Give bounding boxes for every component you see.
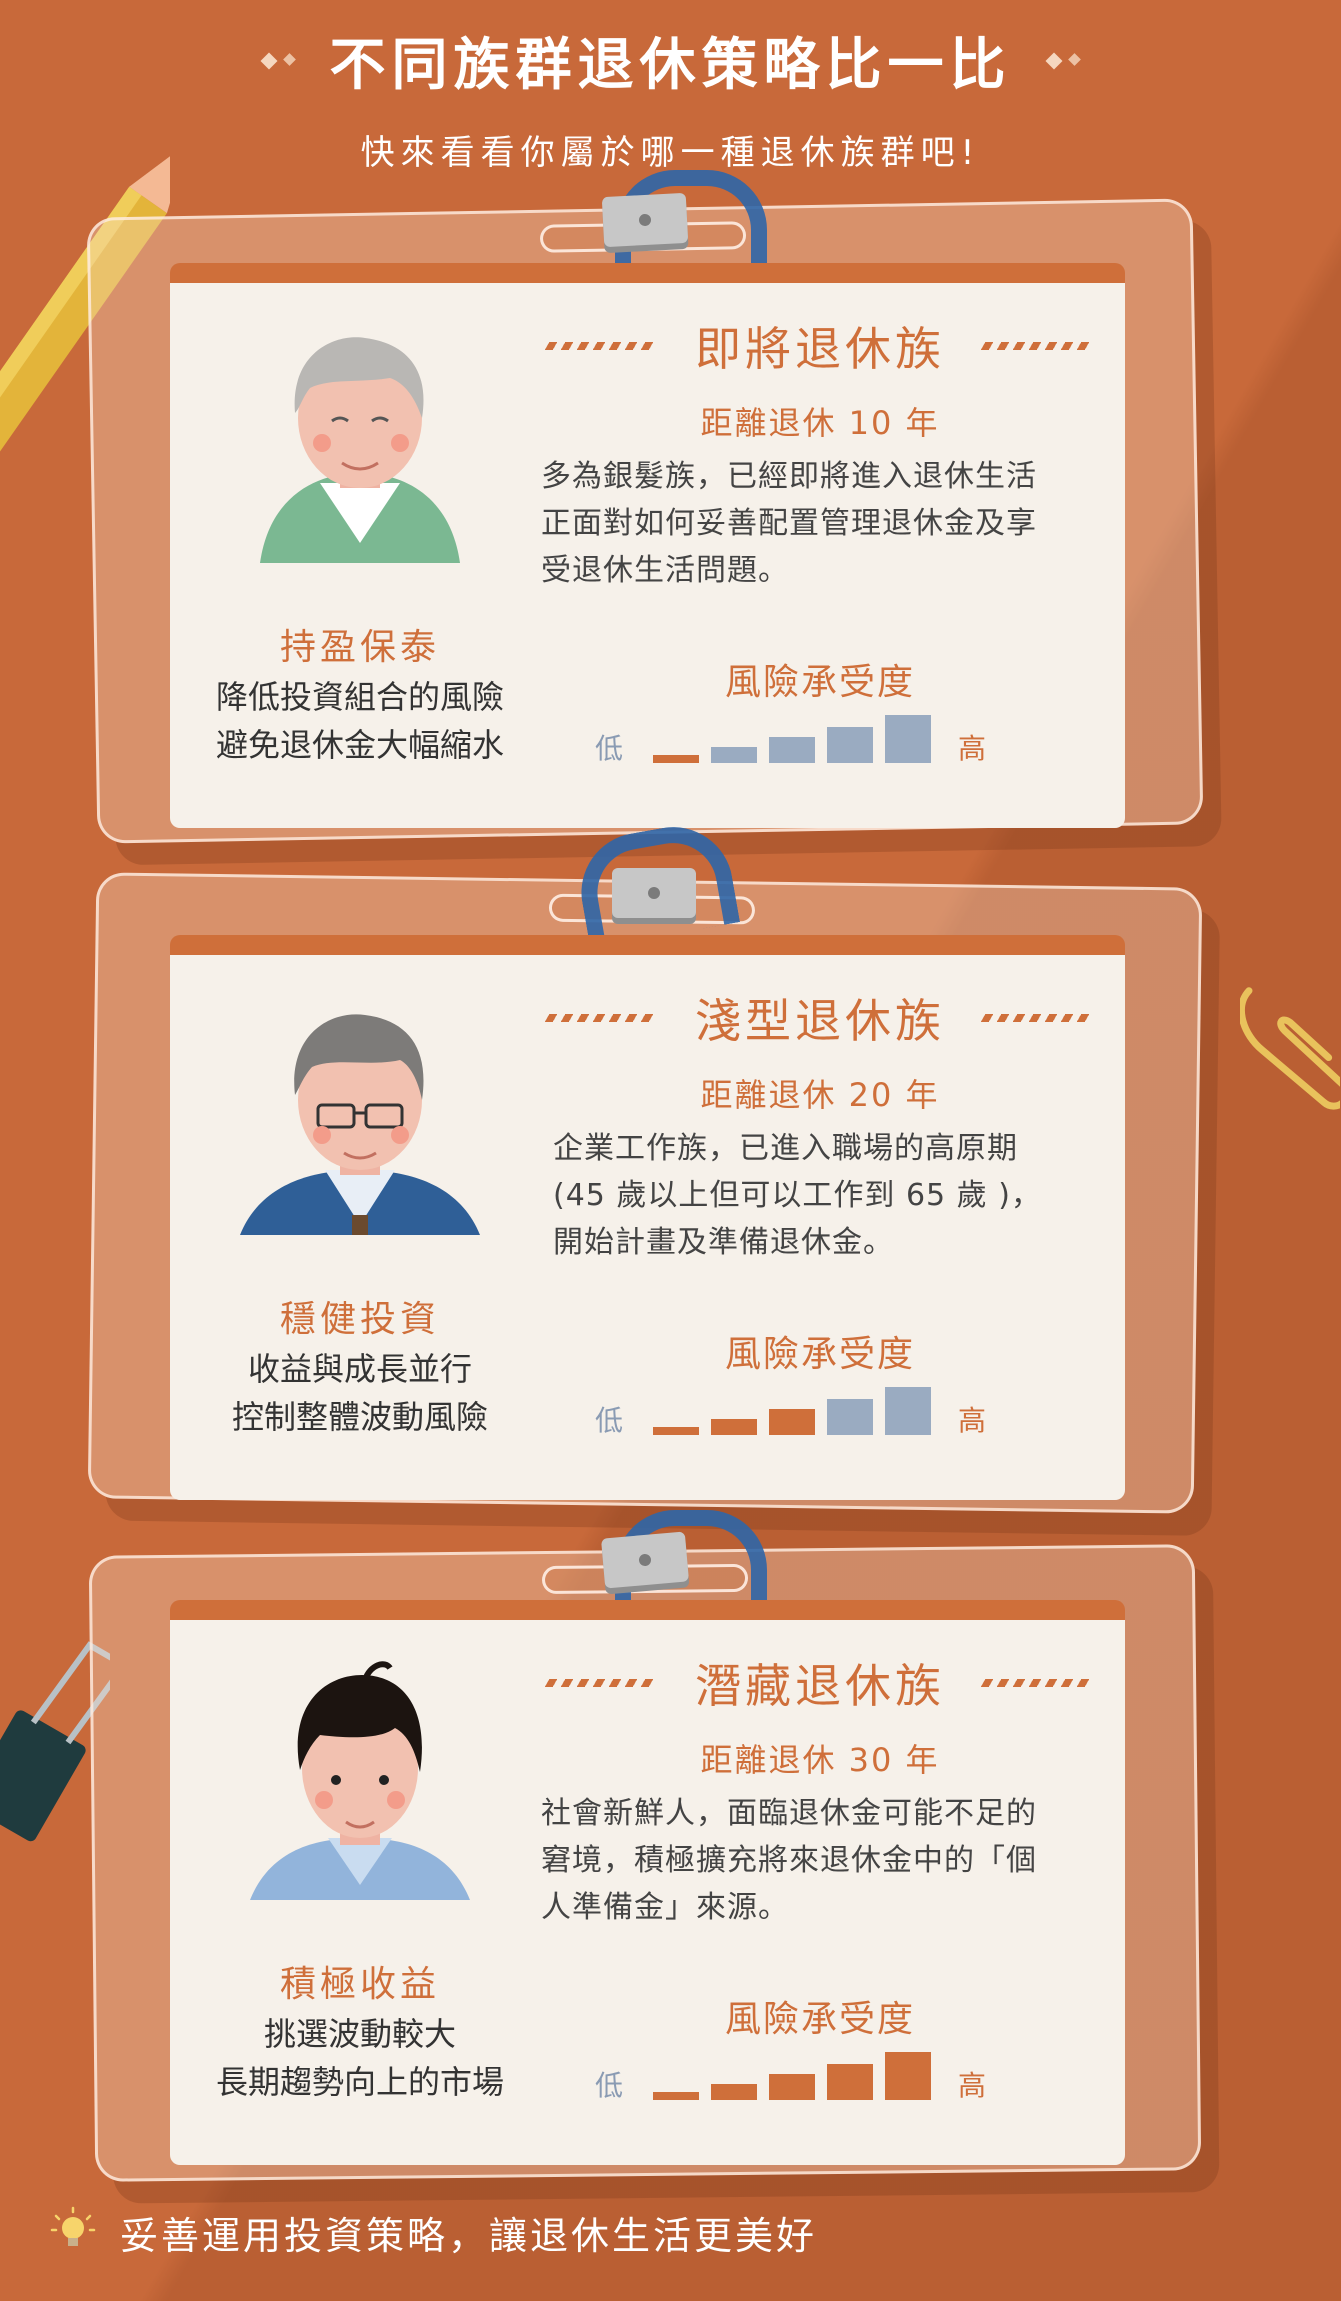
retirement-distance: 距離退休 30 年 bbox=[700, 1741, 940, 1779]
risk-high-label: 高 bbox=[958, 2069, 987, 2102]
risk-bar bbox=[827, 2064, 873, 2100]
paperclip-icon bbox=[1240, 987, 1340, 1110]
footer-text: 妥善運用投資策略，讓退休生活更美好 bbox=[120, 2214, 818, 2258]
dotted-decoration bbox=[544, 1679, 660, 1687]
risk-meter: 低 高 bbox=[595, 701, 995, 771]
page-subtitle: 快來看看你屬於哪一種退休族群吧! bbox=[360, 133, 981, 173]
dotted-decoration bbox=[544, 1014, 660, 1022]
retirement-distance: 距離退休 20 年 bbox=[700, 1076, 940, 1114]
risk-bar bbox=[827, 727, 873, 763]
risk-tolerance-label: 風險承受度 bbox=[724, 1334, 915, 1375]
risk-bar bbox=[827, 1399, 873, 1435]
strategy-title: 積極收益 bbox=[279, 1964, 440, 2005]
lightbulb-icon bbox=[50, 2206, 96, 2246]
strategy-description: 挑選波動較大 長期趨勢向上的市場 bbox=[215, 2015, 504, 2101]
group-card-2: 穩健投資 收益與成長並行 控制整體波動風險 淺型退休族 距離退休 20 年 企業… bbox=[170, 935, 1125, 1500]
footer: 妥善運用投資策略，讓退休生活更美好 bbox=[50, 2205, 817, 2260]
risk-meter: 低 高 bbox=[595, 1373, 995, 1443]
risk-tolerance-label: 風險承受度 bbox=[724, 662, 915, 703]
risk-bar bbox=[653, 755, 699, 763]
title-decoration-left bbox=[260, 52, 296, 69]
risk-bar bbox=[885, 1387, 931, 1435]
dotted-decoration bbox=[980, 1014, 1096, 1022]
middle-aged-man-glasses-icon bbox=[240, 1014, 480, 1235]
badge-clip-1 bbox=[601, 192, 689, 248]
risk-high-label: 高 bbox=[958, 1404, 987, 1437]
group-name: 即將退休族 bbox=[695, 322, 945, 376]
group-description: 多為銀髮族，已經即將進入退休生活 正面對如何妥善配置管理退休金及享 受退休生活問… bbox=[541, 459, 1037, 588]
risk-bar bbox=[711, 747, 757, 763]
group-description: 企業工作族，已進入職場的高原期 (45 歲以上但可以工作到 65 歲 )， 開始… bbox=[553, 1131, 1042, 1260]
risk-high-label: 高 bbox=[958, 732, 987, 765]
header: 不同族群退休策略比一比 快來看看你屬於哪一種退休族群吧! bbox=[0, 20, 1341, 174]
risk-low-label: 低 bbox=[595, 2069, 624, 2102]
page-title: 不同族群退休策略比一比 bbox=[329, 33, 1012, 98]
strategy-description: 收益與成長並行 控制整體波動風險 bbox=[231, 1350, 488, 1436]
dotted-decoration bbox=[980, 1679, 1096, 1687]
dotted-decoration bbox=[980, 342, 1096, 350]
risk-bar bbox=[769, 1409, 815, 1435]
binder-clip-icon bbox=[0, 1641, 110, 1842]
strategy-title: 持盈保泰 bbox=[279, 627, 440, 668]
risk-bar bbox=[653, 1427, 699, 1435]
risk-bar bbox=[885, 715, 931, 763]
group-name: 潛藏退休族 bbox=[695, 1659, 945, 1713]
risk-bar bbox=[885, 2052, 931, 2100]
strategy-title: 穩健投資 bbox=[279, 1299, 440, 1340]
group-name: 淺型退休族 bbox=[695, 994, 945, 1048]
risk-bar bbox=[711, 1419, 757, 1435]
risk-low-label: 低 bbox=[595, 1404, 624, 1437]
pencil-icon bbox=[0, 142, 170, 459]
risk-bar bbox=[769, 2074, 815, 2100]
title-decoration-right bbox=[1045, 52, 1081, 69]
badge-clip-3 bbox=[600, 1531, 690, 1589]
strategy-description: 降低投資組合的風險 避免退休金大幅縮水 bbox=[215, 678, 504, 764]
group-card-3: 積極收益 挑選波動較大 長期趨勢向上的市場 潛藏退休族 距離退休 30 年 社會… bbox=[170, 1600, 1125, 2165]
elderly-man-green-vest-icon bbox=[260, 337, 460, 563]
group-card-1: 持盈保泰 降低投資組合的風險 避免退休金大幅縮水 即將退休族 距離退休 10 年… bbox=[170, 263, 1125, 828]
risk-bar bbox=[653, 2092, 699, 2100]
risk-bar bbox=[769, 737, 815, 763]
risk-bar bbox=[711, 2084, 757, 2100]
risk-tolerance-label: 風險承受度 bbox=[724, 1999, 915, 2040]
retirement-distance: 距離退休 10 年 bbox=[700, 404, 940, 442]
risk-meter: 低 高 bbox=[595, 2038, 995, 2108]
badge-clip-2 bbox=[612, 868, 696, 918]
group-description: 社會新鮮人，面臨退休金可能不足的 窘境，積極擴充將來退休金中的「個 人準備金」來… bbox=[541, 1796, 1037, 1925]
young-man-icon bbox=[250, 1661, 470, 1900]
risk-low-label: 低 bbox=[595, 732, 624, 765]
dotted-decoration bbox=[544, 342, 660, 350]
